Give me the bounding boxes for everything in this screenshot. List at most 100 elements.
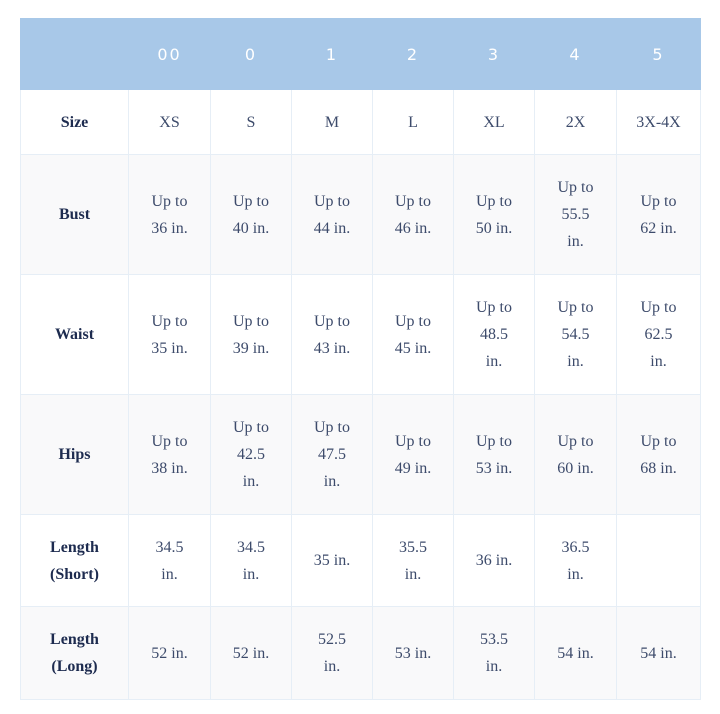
header-cell: 1 — [291, 18, 373, 90]
cell-value: Up to 49 in. — [394, 432, 432, 477]
value-cell: Up to 46 in. — [372, 154, 454, 275]
cell-value: Up to 62 in. — [640, 192, 677, 237]
value-cell: 54 in. — [534, 606, 617, 700]
table-row: Length (Long) 52 in. 52 in. 52.5 in. 53 in. 5… — [20, 606, 701, 700]
value-cell: XL — [453, 89, 535, 155]
value-cell: M — [291, 89, 373, 155]
cell-value: Up to 40 in. — [232, 192, 270, 237]
cell-value: 2X — [565, 113, 586, 131]
cell-value: Up to 42.5 in. — [233, 419, 269, 490]
cell-value: L — [408, 113, 418, 131]
cell-value: XL — [483, 113, 505, 131]
cell-value: 35.5 in. — [399, 538, 427, 583]
value-cell — [616, 514, 701, 607]
header-cell: 3 — [453, 18, 535, 90]
value-cell: Up to 36 in. — [128, 154, 211, 275]
header-cell: 0 — [210, 18, 292, 90]
value-cell: 3X-4X — [616, 89, 701, 155]
cell-value: Up to 47.5 in. — [314, 419, 350, 490]
table-row: Waist Up to 35 in. Up to 39 in. Up to 43 in… — [20, 274, 701, 395]
cell-value: Up to 62.5 in. — [640, 299, 677, 370]
cell-value: M — [324, 113, 340, 131]
value-cell: Up to 45 in. — [372, 274, 454, 395]
value-cell: 52.5 in. — [291, 606, 373, 700]
table-row: Hips Up to 38 in. Up to 42.5 in. Up to 47.5… — [20, 394, 701, 515]
cell-value: Up to 46 in. — [394, 192, 432, 237]
cell-value: Up to 43 in. — [313, 312, 351, 357]
cell-value: Up to 60 in. — [557, 432, 594, 477]
header-row: 00 0 1 2 3 4 5 — [20, 18, 701, 90]
value-cell: Up to 50 in. — [453, 154, 535, 275]
value-cell: Up to 35 in. — [128, 274, 211, 395]
value-cell: Up to 53 in. — [453, 394, 535, 515]
value-cell: Up to 62.5 in. — [616, 274, 701, 395]
cell-value: 34.5 in. — [155, 538, 184, 583]
cell-value: 54 in. — [640, 644, 677, 662]
cell-value: Up to 55.5 in. — [557, 179, 594, 250]
header-cell: 5 — [616, 18, 701, 90]
row-label: Hips — [20, 394, 129, 515]
cell-value: 54 in. — [557, 644, 594, 662]
value-cell: Up to 47.5 in. — [291, 394, 373, 515]
cell-value: Up to 38 in. — [151, 432, 188, 477]
value-cell: Up to 48.5 in. — [453, 274, 535, 395]
cell-value: 53.5 in. — [480, 631, 508, 675]
cell-value: Up to 45 in. — [394, 312, 432, 357]
value-cell: 52 in. — [210, 606, 292, 700]
cell-value: 35 in. — [313, 552, 351, 569]
size-chart-table: 00 0 1 2 3 4 5 Size XS S M L XL 2X 3X-4X Bust Up to 36 … — [20, 18, 701, 700]
header-cell: 00 — [128, 18, 211, 90]
header-cell — [20, 18, 129, 90]
row-label: Length (Long) — [20, 606, 129, 700]
cell-value: Up to 68 in. — [640, 432, 677, 477]
cell-value: 52 in. — [232, 644, 270, 662]
table-row: Length (Short) 34.5 in. 34.5 in. 35 in. 35.5… — [20, 514, 701, 607]
value-cell: 53.5 in. — [453, 606, 535, 700]
cell-value: Up to 48.5 in. — [476, 299, 512, 370]
value-cell: Up to 38 in. — [128, 394, 211, 515]
value-cell: Up to 62 in. — [616, 154, 701, 275]
cell-value: Up to 50 in. — [475, 192, 513, 237]
value-cell: L — [372, 89, 454, 155]
value-cell: Up to 49 in. — [372, 394, 454, 515]
value-cell: 34.5 in. — [128, 514, 211, 607]
value-cell: Up to 43 in. — [291, 274, 373, 395]
row-label: Bust — [20, 154, 129, 275]
value-cell: Up to 60 in. — [534, 394, 617, 515]
cell-value: 52.5 in. — [318, 631, 346, 675]
value-cell: 54 in. — [616, 606, 701, 700]
cell-value: 36 in. — [475, 552, 513, 569]
cell-value: Up to 53 in. — [475, 432, 513, 477]
value-cell: Up to 68 in. — [616, 394, 701, 515]
value-cell: 35.5 in. — [372, 514, 454, 607]
value-cell: Up to 55.5 in. — [534, 154, 617, 275]
value-cell: Up to 44 in. — [291, 154, 373, 275]
header-cell: 4 — [534, 18, 617, 90]
cell-value: Up to 54.5 in. — [557, 299, 594, 370]
value-cell: 35 in. — [291, 514, 373, 607]
value-cell: S — [210, 89, 292, 155]
cell-value: S — [246, 113, 256, 131]
value-cell: Up to 40 in. — [210, 154, 292, 275]
value-cell: 2X — [534, 89, 617, 155]
cell-value: 53 in. — [394, 644, 432, 662]
value-cell: XS — [128, 89, 211, 155]
value-cell: 34.5 in. — [210, 514, 292, 607]
cell-value: XS — [159, 113, 180, 131]
value-cell: 52 in. — [128, 606, 211, 700]
cell-value: 52 in. — [151, 644, 188, 662]
row-label: Size — [20, 89, 129, 155]
header-cell: 2 — [372, 18, 454, 90]
table-row: Size XS S M L XL 2X 3X-4X — [20, 89, 701, 155]
value-cell: 36.5 in. — [534, 514, 617, 607]
value-cell: 36 in. — [453, 514, 535, 607]
row-label: Length (Short) — [20, 514, 129, 607]
row-label: Waist — [20, 274, 129, 395]
cell-value: 3X-4X — [636, 113, 681, 131]
cell-value: Up to 36 in. — [151, 192, 188, 237]
value-cell: 53 in. — [372, 606, 454, 700]
value-cell: Up to 39 in. — [210, 274, 292, 395]
cell-value: Up to 35 in. — [151, 312, 188, 357]
cell-value: 36.5 in. — [561, 538, 590, 583]
value-cell: Up to 42.5 in. — [210, 394, 292, 515]
